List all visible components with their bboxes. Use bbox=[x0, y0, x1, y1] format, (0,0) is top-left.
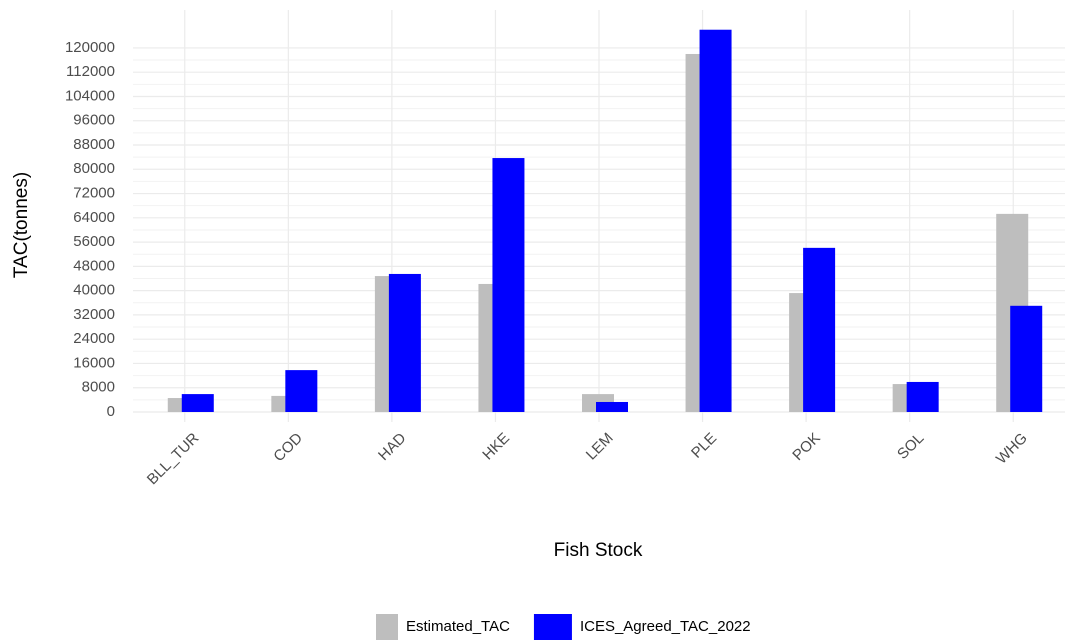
x-tick-label: SOL bbox=[894, 430, 927, 463]
legend-swatch bbox=[533, 614, 572, 640]
x-tick-label: POK bbox=[789, 430, 823, 464]
y-tick-label: 32000 bbox=[73, 306, 115, 323]
x-tick-label: HAD bbox=[375, 429, 410, 464]
legend-label: ICES_Agreed_TAC_2022 bbox=[580, 618, 751, 635]
y-tick-label: 8000 bbox=[82, 379, 115, 396]
x-tick-label: WHG bbox=[993, 430, 1031, 468]
legend-swatch bbox=[376, 614, 398, 640]
bar bbox=[492, 158, 525, 412]
y-tick-label: 56000 bbox=[73, 233, 115, 250]
y-tick-label: 120000 bbox=[65, 39, 115, 56]
legend-label: Estimated_TAC bbox=[406, 618, 510, 635]
y-tick-label: 96000 bbox=[73, 112, 115, 129]
y-tick-label: 16000 bbox=[73, 354, 115, 371]
bar bbox=[803, 247, 836, 412]
y-tick-label: 80000 bbox=[73, 160, 115, 177]
bar bbox=[388, 273, 421, 412]
bar bbox=[1010, 305, 1043, 412]
bar bbox=[181, 394, 214, 412]
y-tick-label: 48000 bbox=[73, 257, 115, 274]
y-tick-label: 104000 bbox=[65, 87, 115, 104]
grid bbox=[133, 10, 1065, 422]
bar bbox=[285, 370, 318, 412]
y-tick-label: 24000 bbox=[73, 330, 115, 347]
bar bbox=[596, 401, 628, 412]
y-axis-title: TAC(tonnes) bbox=[11, 172, 32, 278]
y-tick-label: 88000 bbox=[73, 136, 115, 153]
x-tick-label: HKE bbox=[479, 430, 513, 464]
y-tick-label: 40000 bbox=[73, 282, 115, 299]
y-tick-label: 64000 bbox=[73, 209, 115, 226]
bar bbox=[699, 29, 732, 412]
y-tick-label: 72000 bbox=[73, 185, 115, 202]
x-tick-label: BLL_TUR bbox=[144, 429, 203, 488]
y-tick-label: 0 bbox=[107, 403, 115, 420]
x-tick-label: LEM bbox=[583, 430, 617, 464]
x-axis-title: Fish Stock bbox=[554, 540, 643, 561]
y-tick-label: 112000 bbox=[66, 63, 115, 80]
bar bbox=[906, 381, 939, 412]
x-tick-label: COD bbox=[270, 430, 306, 466]
x-tick-label: PLE bbox=[688, 430, 720, 462]
